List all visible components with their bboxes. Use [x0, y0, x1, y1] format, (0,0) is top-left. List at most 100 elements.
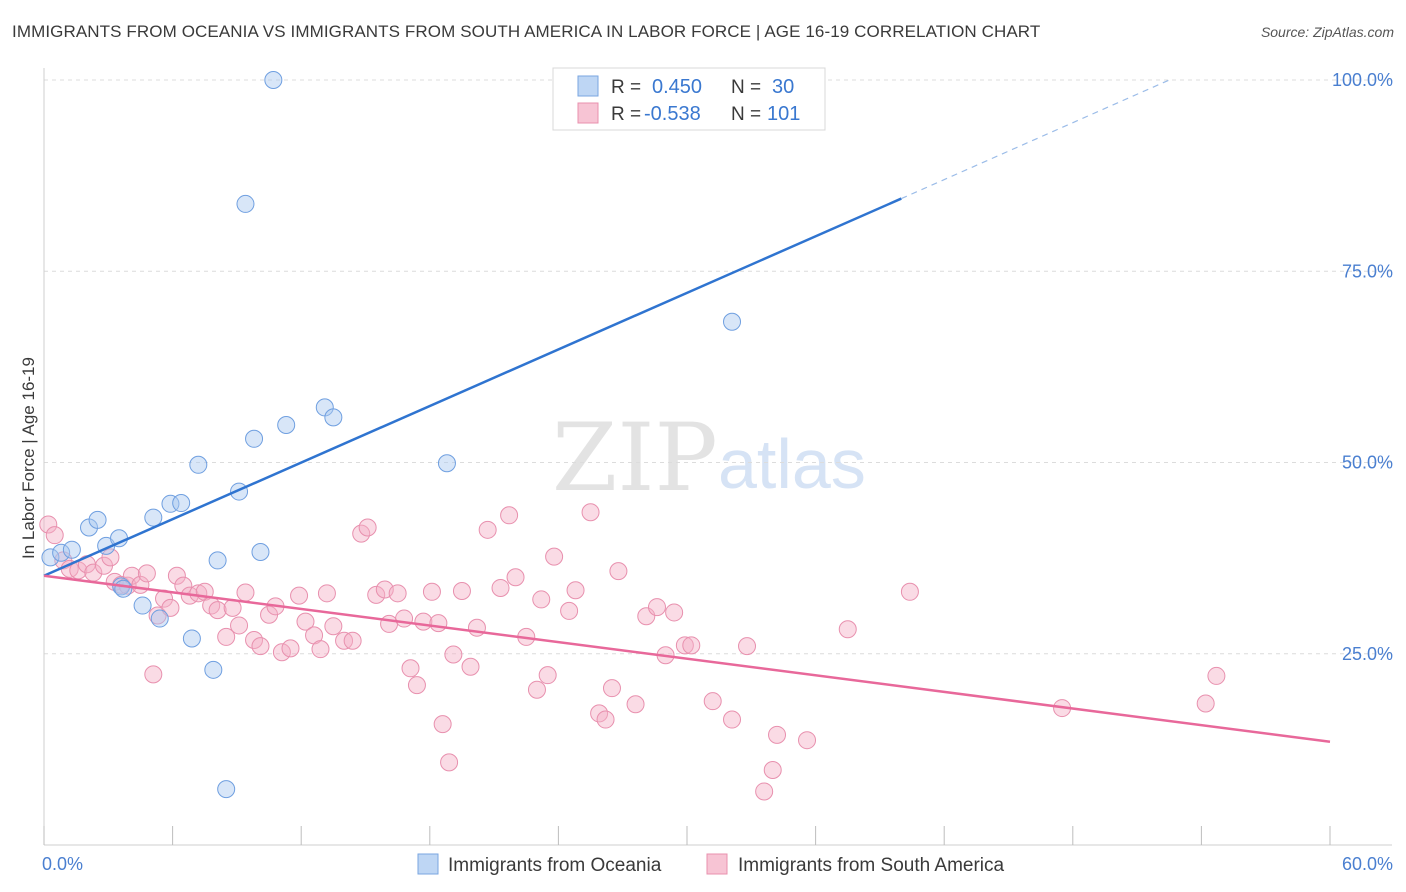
- south-america-point: [429, 614, 448, 633]
- south-america-point: [798, 731, 817, 750]
- x-tick-label: 0.0%: [42, 854, 83, 874]
- oceania-trend-extension: [901, 79, 1170, 200]
- south-america-point: [538, 666, 557, 685]
- bottom-legend-label-oceania: Immigrants from Oceania: [448, 855, 662, 876]
- south-america-point: [581, 503, 600, 522]
- oceania-point: [172, 494, 191, 513]
- trend-lines: [43, 79, 1331, 743]
- south-america-point: [763, 761, 782, 780]
- south-america-point: [433, 715, 452, 734]
- oceania-point: [62, 540, 81, 559]
- south-america-point: [444, 645, 463, 664]
- south-america-point: [900, 582, 919, 601]
- south-america-point: [478, 520, 497, 539]
- grid-lines: [44, 79, 1392, 655]
- south-america-point: [324, 617, 343, 636]
- south-america-point: [311, 640, 330, 659]
- watermark-zip: ZIP: [552, 404, 718, 513]
- data-points: [39, 71, 1226, 801]
- oceania-point: [264, 71, 283, 89]
- south-america-point: [281, 639, 300, 658]
- oceania-point: [251, 543, 270, 562]
- south-america-point: [1207, 666, 1226, 685]
- south-america-point: [532, 590, 551, 609]
- south-america-point: [647, 598, 666, 617]
- oceania-point: [182, 629, 201, 648]
- south-america-point: [602, 679, 621, 698]
- y-tick-labels: 25.0% 50.0% 75.0% 100.0%: [1332, 70, 1393, 664]
- south-america-point: [167, 566, 186, 585]
- south-america-point: [461, 657, 480, 676]
- correlation-legend: R = 0.450 N = 30 R = -0.538 N = 101: [552, 67, 826, 131]
- south-america-point: [290, 586, 309, 605]
- oceania-point: [133, 596, 152, 615]
- south-america-point: [236, 583, 255, 602]
- legend-n-label: N =: [731, 104, 761, 125]
- south-america-point: [723, 710, 742, 729]
- watermark-atlas: atlas: [718, 425, 866, 503]
- south-america-point: [703, 692, 722, 711]
- oceania-trend-line: [43, 197, 902, 577]
- oceania-point: [144, 508, 163, 527]
- south-america-point: [609, 562, 628, 581]
- oceania-point: [236, 194, 255, 213]
- bottom-legend-label-south-america: Immigrants from South America: [738, 855, 1005, 876]
- south-america-point: [675, 636, 694, 655]
- south-america-point: [768, 725, 787, 744]
- south-america-point: [388, 584, 407, 603]
- south-america-point: [414, 612, 433, 631]
- oceania-point: [208, 551, 227, 570]
- oceania-point: [324, 408, 343, 427]
- south-america-point: [230, 616, 249, 635]
- legend-swatch-oceania: [577, 75, 599, 97]
- legend-n-value: 30: [772, 76, 794, 98]
- legend-r-label: R =: [611, 77, 641, 98]
- y-tick-label: 100.0%: [1332, 70, 1393, 90]
- y-tick-label: 50.0%: [1342, 453, 1393, 473]
- south-america-point: [452, 582, 471, 601]
- x-tick-labels: 0.0% 60.0%: [42, 854, 1393, 874]
- south-america-point: [45, 526, 64, 545]
- south-america-point: [838, 620, 857, 639]
- south-america-point: [401, 659, 420, 678]
- legend-swatch-south-america: [577, 102, 599, 124]
- south-america-trend-line: [43, 574, 1331, 743]
- x-tick-label: 60.0%: [1342, 854, 1393, 874]
- south-america-point: [422, 582, 441, 601]
- south-america-point: [665, 603, 684, 622]
- south-america-point: [317, 584, 336, 603]
- south-america-point: [682, 636, 701, 655]
- oceania-point: [245, 429, 264, 448]
- south-america-point: [343, 631, 362, 650]
- south-america-point: [367, 585, 386, 604]
- bottom-legend-swatch-south-america: [706, 853, 728, 875]
- south-america-point: [272, 643, 291, 662]
- south-america-point: [755, 782, 774, 801]
- oceania-point: [150, 609, 169, 628]
- south-america-point: [161, 598, 180, 617]
- legend-r-value: -0.538: [644, 103, 701, 125]
- south-america-point: [358, 518, 377, 537]
- south-america-point: [545, 547, 564, 566]
- south-america-point: [491, 578, 510, 597]
- south-america-point: [527, 680, 546, 699]
- oceania-point: [277, 416, 296, 435]
- oceania-point: [723, 312, 742, 331]
- y-tick-label: 25.0%: [1342, 644, 1393, 664]
- south-america-point: [560, 601, 579, 620]
- y-axis-title: In Labor Force | Age 16-19: [19, 357, 38, 559]
- south-america-point: [506, 568, 525, 587]
- south-america-point: [395, 609, 414, 628]
- oceania-point: [189, 455, 208, 474]
- south-america-point: [217, 627, 236, 646]
- south-america-point: [208, 601, 227, 620]
- south-america-point: [566, 581, 585, 600]
- south-america-point: [144, 665, 163, 684]
- series-legend: Immigrants from Oceania Immigrants from …: [417, 853, 1005, 876]
- south-america-point: [407, 676, 426, 695]
- legend-r-value: 0.450: [652, 76, 702, 98]
- south-america-point: [296, 612, 315, 631]
- oceania-point: [204, 660, 223, 679]
- south-america-point: [1196, 694, 1215, 713]
